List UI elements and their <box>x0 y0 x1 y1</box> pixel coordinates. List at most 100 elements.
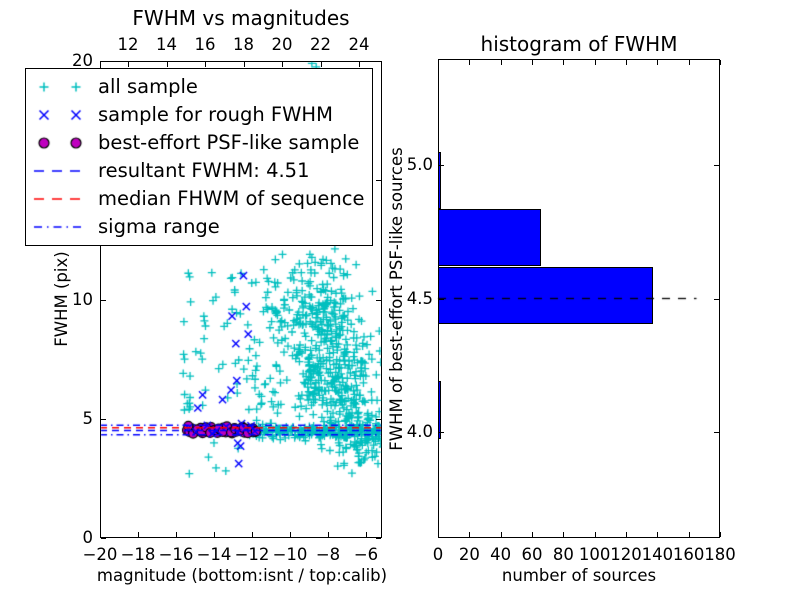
tick-mark <box>439 298 444 300</box>
legend-sample-x-marker <box>32 105 90 125</box>
tick-mark <box>328 532 329 537</box>
tick-mark <box>290 532 291 537</box>
tick-mark <box>252 532 253 537</box>
left-plot-y-tick-label: 20 <box>72 50 93 70</box>
right-plot-x-tick-label: 180 <box>704 544 736 564</box>
tick-mark <box>563 60 565 65</box>
left-plot-y-tick-label: 10 <box>72 289 93 309</box>
legend-item-label: all sample <box>98 75 198 99</box>
left-plot-ylabel: FWHM (pix) <box>51 251 71 347</box>
legend-sample-circle-marker <box>32 133 90 153</box>
tick-mark <box>205 62 206 67</box>
legend-item-label: sample for rough FWHM <box>98 103 333 127</box>
tick-mark <box>128 62 129 67</box>
left-plot-x-tick-label: −10 <box>272 544 308 564</box>
tick-mark <box>376 299 381 301</box>
tick-mark <box>657 532 659 537</box>
legend-item-3: resultant FWHM: 4.51 <box>26 157 372 185</box>
tick-mark <box>138 532 139 537</box>
left-plot-xlabel: magnitude (bottom:isnt / top:calib) <box>96 565 388 585</box>
right-plot-x-tick-label: 60 <box>521 544 543 564</box>
right-plot-y-tick-label: 4.0 <box>406 421 433 441</box>
tick-mark <box>532 532 533 537</box>
legend-sample-plus-marker <box>32 77 90 97</box>
right-plot-x-tick-label: 100 <box>578 544 611 564</box>
right-plot-x-tick-label: 20 <box>458 544 480 564</box>
tick-mark <box>376 180 381 182</box>
right-plot-x-tick-label: 0 <box>432 544 444 564</box>
legend-item-5: sigma range <box>26 213 372 241</box>
tick-mark <box>101 418 106 420</box>
tick-mark <box>438 60 439 65</box>
left-plot-top-tick-label: 18 <box>233 34 254 54</box>
tick-mark <box>439 165 444 166</box>
left-plot-x-tick-label: −6 <box>353 544 379 564</box>
tick-mark <box>594 60 596 65</box>
left-plot-top-tick-label: 20 <box>271 34 293 54</box>
tick-mark <box>714 165 719 166</box>
legend-item-label: sigma range <box>98 215 220 239</box>
left-plot-top-tick-label: 22 <box>310 34 331 54</box>
right-plot-x-tick-label: 40 <box>490 544 512 564</box>
right-plot-x-tick-label: 140 <box>641 544 674 564</box>
tick-mark <box>166 62 168 67</box>
left-plot-top-tick-label: 12 <box>117 34 139 54</box>
right-plot-ylabel: FWHM of best-effort PSF-like sources <box>386 147 406 451</box>
left-plot-top-tick-label: 24 <box>348 34 370 54</box>
tick-mark <box>720 60 721 65</box>
tick-mark <box>594 532 596 537</box>
tick-mark <box>500 532 502 537</box>
tick-mark <box>532 60 533 65</box>
left-plot-x-tick-label: −16 <box>158 544 194 564</box>
tick-mark <box>376 538 381 539</box>
tick-mark <box>320 62 322 67</box>
tick-mark <box>366 532 367 537</box>
tick-mark <box>100 532 101 537</box>
legend-item-label: resultant FWHM: 4.51 <box>98 159 310 183</box>
tick-mark <box>500 60 502 65</box>
right-plot-x-tick-label: 120 <box>610 544 642 564</box>
tick-mark <box>563 532 565 537</box>
tick-mark <box>176 532 177 537</box>
tick-mark <box>469 532 471 537</box>
tick-mark <box>438 532 439 537</box>
tick-mark <box>243 62 245 67</box>
left-plot-top-tick-label: 14 <box>156 34 177 54</box>
legend-item-0: all sample <box>26 73 372 101</box>
legend-item-label: best-effort PSF-like sample <box>98 131 360 155</box>
legend-sample-line <box>32 189 90 209</box>
tick-mark <box>282 62 283 67</box>
left-plot-x-tick-label: −12 <box>234 544 270 564</box>
tick-mark <box>626 532 627 537</box>
left-plot-x-tick-label: −14 <box>196 544 232 564</box>
legend-box: all sample sample for rough FWHM best-effo… <box>25 68 373 246</box>
left-plot-y-tick-label: 5 <box>82 408 94 428</box>
right-plot-xlabel: number of sources <box>501 565 657 585</box>
tick-mark <box>657 60 659 65</box>
right-plot-x-tick-label: 80 <box>552 544 574 564</box>
tick-mark <box>439 432 444 433</box>
legend-sample-line <box>32 161 90 181</box>
tick-mark <box>469 60 471 65</box>
tick-mark <box>101 538 106 539</box>
tick-mark <box>714 298 719 300</box>
left-plot-x-tick-label: −8 <box>315 544 341 564</box>
tick-mark <box>688 532 690 537</box>
left-plot-title: FWHM vs magnitudes <box>132 6 350 30</box>
tick-mark <box>376 418 381 420</box>
tick-mark <box>714 432 719 433</box>
right-plot-title: histogram of FWHM <box>480 32 678 56</box>
legend-item-2: best-effort PSF-like sample <box>26 129 372 157</box>
tick-mark <box>688 60 690 65</box>
legend-item-4: median FHWM of sequence <box>26 185 372 213</box>
tick-mark <box>720 532 721 537</box>
tick-mark <box>359 62 360 67</box>
legend-item-1: sample for rough FWHM <box>26 101 372 129</box>
legend-sample-line <box>32 217 90 237</box>
tick-mark <box>626 60 627 65</box>
left-plot-x-tick-label: −18 <box>120 544 156 564</box>
right-plot-y-tick-label: 5.0 <box>406 154 433 174</box>
legend-item-label: median FHWM of sequence <box>98 187 365 211</box>
tick-mark <box>214 532 215 537</box>
